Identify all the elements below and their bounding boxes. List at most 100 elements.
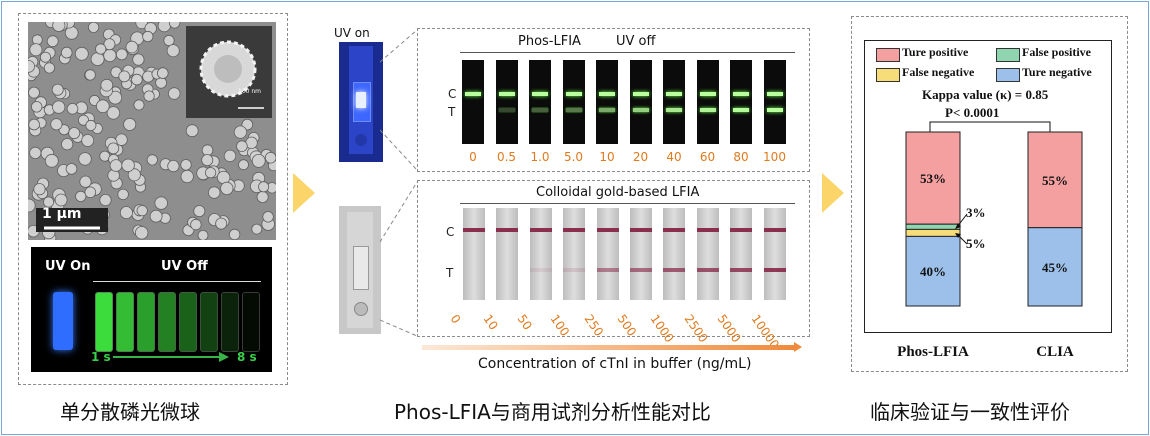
gold-c-line [529, 228, 552, 232]
phos-concentration-label: 5.0 [563, 150, 584, 164]
bar-category-label: CLIA [1036, 344, 1074, 360]
annot-arrows [955, 213, 968, 245]
phos-c-line [565, 92, 582, 96]
gold-c-line [463, 228, 485, 232]
legend-false-negative: False negative [902, 65, 975, 79]
zoom-lines [380, 29, 418, 337]
phos-c-line [699, 92, 716, 96]
phos-strip [596, 60, 618, 144]
gold-strip-window [463, 208, 485, 300]
gold-c-line [596, 228, 619, 232]
uv-off-label: UV Off [161, 259, 208, 274]
phos-strip [562, 60, 585, 144]
time-end: 8 s [237, 350, 257, 364]
phos-strip [696, 60, 719, 144]
gold-c-line [696, 228, 719, 232]
phos-concentration-label: 40 [666, 150, 682, 164]
gold-strip-window [563, 208, 586, 300]
legend-swatch-true-positive [876, 48, 900, 62]
stacked-bar-chart: 53% 40% Phos-LFIA 55% 45% CLIA [897, 131, 1083, 360]
gold-t-line [529, 268, 552, 272]
gold-strip-window [730, 208, 753, 300]
phos-t-line [532, 108, 548, 112]
gold-t-line [663, 268, 686, 272]
phos-c-line [666, 92, 682, 96]
gold-strip-window [663, 208, 686, 300]
legend-true-negative: Ture negative [1022, 65, 1092, 79]
phos-c-line [465, 92, 481, 96]
legend-swatch-false-positive [996, 48, 1020, 62]
phos-concentration-label: 20 [632, 150, 649, 164]
phos-concentration-label: 1.0 [530, 150, 550, 164]
phos-strip [730, 60, 752, 144]
phos-strip [462, 60, 484, 144]
afterglow-vial [137, 292, 155, 352]
gold-c-line [563, 228, 586, 232]
kappa-value: Kappa value (κ) = 0.85 [922, 87, 1049, 102]
bar-segment [905, 228, 961, 237]
bar-segment-label: 55% [1042, 173, 1068, 188]
afterglow-vial [158, 292, 176, 352]
gold-strip-window [696, 208, 719, 300]
legend-swatch-true-negative [996, 68, 1020, 82]
gold-t-line [596, 268, 619, 272]
phos-c-line [532, 92, 548, 96]
phos-t-line [565, 108, 582, 112]
uv-on-vial [53, 292, 73, 350]
phos-t-line [766, 108, 783, 112]
phos-c-label: C [448, 87, 457, 101]
phos-strip [529, 60, 551, 144]
phos-t-line [666, 108, 682, 112]
phos-concentration-label: 80 [733, 150, 749, 164]
phos-c-line [733, 92, 749, 96]
gold-strip-window [596, 208, 619, 300]
p-value: P< 0.0001 [945, 105, 1000, 120]
uv-on-label: UV On [45, 259, 91, 274]
caption-right: 临床验证与一致性评价 [870, 400, 1070, 424]
uv-on-strip-label: UV on [334, 26, 370, 40]
gold-title: Colloidal gold-based LFIA [536, 185, 700, 200]
phos-concentration-label: 0 [469, 150, 477, 164]
arrow-1 [293, 173, 315, 213]
bar-segment-label: 53% [920, 171, 946, 186]
afterglow-vial [200, 292, 218, 352]
gold-t-line [730, 268, 753, 272]
phos-c-line [766, 92, 783, 96]
afterglow-vial [95, 292, 113, 352]
uv-strip [339, 42, 383, 162]
caption-left: 单分散磷光微球 [60, 400, 200, 424]
phos-title-line [460, 52, 795, 53]
bar-segment-label: 40% [920, 264, 946, 279]
phos-strip [495, 60, 518, 144]
bar-category-label: Phos-LFIA [897, 344, 969, 360]
gold-t-line [630, 268, 652, 272]
left-panel [18, 13, 288, 385]
phos-panel [417, 28, 810, 172]
gold-c-line [630, 228, 652, 232]
afterglow-vial [242, 292, 260, 352]
afterglow-vial [179, 292, 197, 352]
phos-c-line [599, 92, 615, 96]
uv-strip-glow [356, 92, 366, 108]
time-arrow [113, 352, 229, 362]
bar-segment [905, 235, 961, 307]
bar-segment [905, 131, 961, 225]
phos-concentration-label: 60 [699, 150, 716, 164]
significance-bracket [929, 121, 1051, 132]
arrow-2 [822, 173, 844, 213]
phos-title-right: UV off [616, 34, 656, 49]
phos-title-left: Phos-LFIA [518, 34, 581, 49]
annot-3pct: 3% [966, 205, 986, 220]
gold-strip [339, 206, 381, 334]
annot-5pct: 5% [966, 236, 986, 251]
caption-middle: Phos-LFIA与商用试剂分析性能对比 [394, 400, 711, 424]
gradient-arrow-head [794, 342, 802, 352]
legend-false-positive: False positive [1022, 45, 1091, 59]
phos-t-line [699, 108, 716, 112]
gold-t-line [763, 268, 786, 272]
uv-off-line [93, 281, 261, 282]
phos-c-line [632, 92, 649, 96]
afterglow-vial [221, 292, 239, 352]
right-panel [851, 16, 1128, 372]
phos-c-line [498, 92, 515, 96]
